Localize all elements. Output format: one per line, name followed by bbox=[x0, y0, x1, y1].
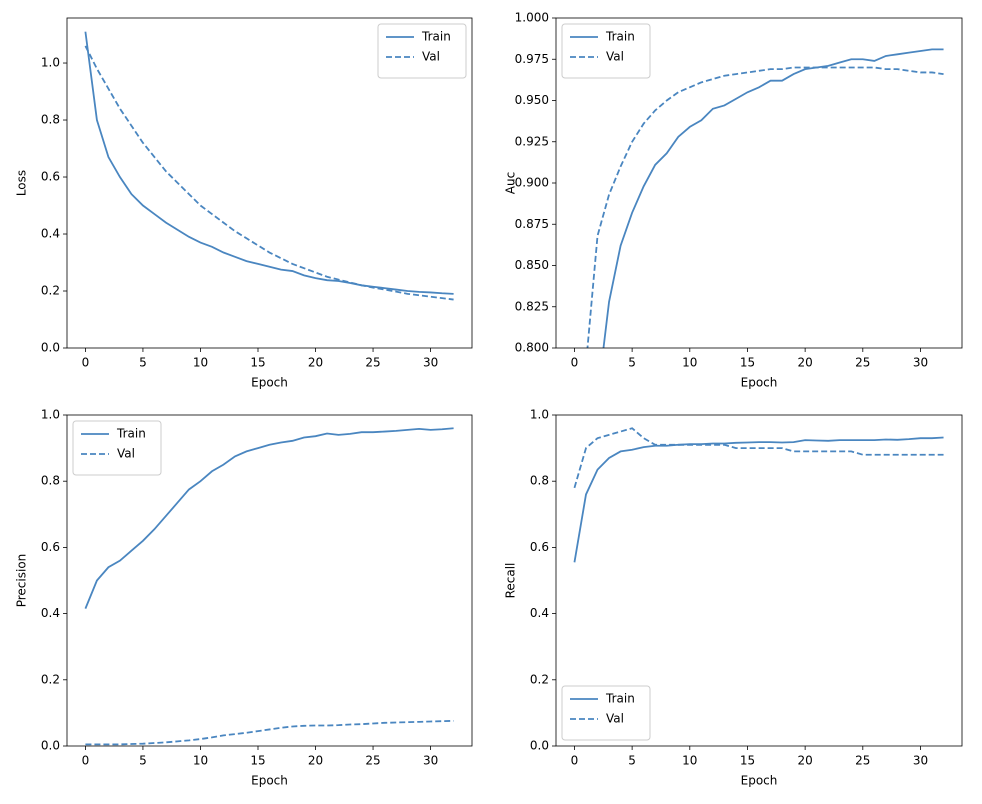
x-tick-label: 5 bbox=[139, 754, 147, 768]
x-tick-label: 5 bbox=[628, 356, 636, 370]
line-series bbox=[84, 45, 454, 301]
y-tick-label: 0.4 bbox=[41, 227, 60, 241]
legend-label: Val bbox=[606, 712, 624, 726]
y-tick-label: 0.8 bbox=[41, 113, 60, 127]
y-tick-label: 0.2 bbox=[41, 284, 60, 298]
line-series bbox=[602, 48, 944, 348]
x-tick-label: 10 bbox=[193, 754, 208, 768]
y-tick-label: 0.975 bbox=[515, 52, 549, 66]
y-tick-label: 0.2 bbox=[41, 672, 60, 686]
x-tick-label: 25 bbox=[365, 356, 380, 370]
y-axis-label: Recall bbox=[504, 563, 518, 599]
legend: Train Val bbox=[561, 685, 651, 741]
x-axis-label: Epoch bbox=[251, 774, 288, 788]
x-tick-label: 0 bbox=[571, 754, 579, 768]
x-tick-label: 5 bbox=[628, 754, 636, 768]
y-tick-label: 0.8 bbox=[530, 474, 549, 488]
legend: Train Val bbox=[561, 23, 651, 79]
y-tick-label: 0.950 bbox=[515, 93, 549, 107]
x-tick-label: 20 bbox=[797, 754, 812, 768]
axes-frame bbox=[555, 414, 963, 747]
x-tick-label: 0 bbox=[571, 356, 579, 370]
x-tick-label: 25 bbox=[855, 754, 870, 768]
line-series bbox=[573, 427, 944, 489]
y-tick-label: 0.900 bbox=[515, 176, 549, 190]
legend: Train Val bbox=[72, 420, 162, 476]
y-tick-label: 0.4 bbox=[41, 606, 60, 620]
x-tick-label: 30 bbox=[423, 754, 438, 768]
x-axis-label: Epoch bbox=[741, 774, 778, 788]
x-axis-label: Epoch bbox=[741, 376, 778, 390]
x-axis-label: Epoch bbox=[251, 376, 288, 390]
y-tick-label: 0.875 bbox=[515, 217, 549, 231]
y-tick-label: 0.2 bbox=[530, 672, 549, 686]
y-tick-label: 0.8 bbox=[41, 474, 60, 488]
y-tick-label: 0.6 bbox=[530, 540, 549, 554]
legend-label: Train bbox=[605, 692, 635, 706]
legend-label: Val bbox=[606, 50, 624, 64]
y-tick-label: 1.0 bbox=[530, 408, 549, 422]
line-series bbox=[573, 436, 944, 563]
line-series bbox=[586, 66, 944, 348]
y-tick-label: 0.825 bbox=[515, 299, 549, 313]
line-series bbox=[85, 719, 454, 746]
x-tick-label: 20 bbox=[308, 356, 323, 370]
x-tick-label: 15 bbox=[250, 754, 265, 768]
y-axis-label: Loss bbox=[15, 170, 29, 196]
y-tick-label: 0.4 bbox=[530, 606, 549, 620]
axes-frame bbox=[555, 17, 963, 349]
y-tick-label: 0.6 bbox=[41, 170, 60, 184]
legend: Train Val bbox=[377, 23, 467, 79]
x-tick-label: 20 bbox=[797, 356, 812, 370]
y-tick-label: 0.6 bbox=[41, 540, 60, 554]
x-tick-label: 20 bbox=[308, 754, 323, 768]
subplot: 0 5 10 15 20 25 30 0.0 0.2 0.4 0.6 0.8 1.0 Epoch Loss T… bbox=[15, 17, 473, 390]
x-tick-label: 10 bbox=[682, 356, 697, 370]
axes-frame bbox=[66, 17, 473, 349]
axes-frame bbox=[66, 414, 473, 747]
x-tick-label: 25 bbox=[855, 356, 870, 370]
legend-label: Val bbox=[422, 50, 440, 64]
y-tick-label: 0.0 bbox=[41, 739, 60, 753]
y-tick-label: 1.000 bbox=[515, 11, 549, 25]
legend-label: Train bbox=[605, 30, 635, 44]
y-axis-label: Auc bbox=[504, 172, 518, 194]
x-tick-label: 25 bbox=[365, 754, 380, 768]
x-tick-label: 30 bbox=[913, 356, 928, 370]
x-tick-label: 30 bbox=[423, 356, 438, 370]
subplot: 0 5 10 15 20 25 30 0.0 0.2 0.4 0.6 0.8 1.0 Epoch Preci… bbox=[15, 408, 473, 788]
y-tick-label: 0.850 bbox=[515, 258, 549, 272]
x-tick-label: 10 bbox=[193, 356, 208, 370]
y-tick-label: 0.925 bbox=[515, 134, 549, 148]
line-series bbox=[84, 427, 454, 609]
subplot: 0 5 10 15 20 25 30 0.0 0.2 0.4 0.6 0.8 1.0 Epoch Recal… bbox=[504, 408, 963, 788]
subplot: 0 5 10 15 20 25 30 0.800 0.825 0.850 0.875 0.900 0.9… bbox=[504, 11, 963, 390]
y-tick-label: 0.0 bbox=[530, 739, 549, 753]
legend-label: Val bbox=[117, 447, 135, 461]
x-tick-label: 30 bbox=[913, 754, 928, 768]
y-tick-label: 1.0 bbox=[41, 408, 60, 422]
y-tick-label: 1.0 bbox=[41, 56, 60, 70]
x-tick-label: 5 bbox=[139, 356, 147, 370]
x-tick-label: 15 bbox=[740, 356, 755, 370]
line-series bbox=[84, 31, 454, 295]
x-tick-label: 15 bbox=[740, 754, 755, 768]
y-tick-label: 0.800 bbox=[515, 341, 549, 355]
x-tick-label: 0 bbox=[82, 754, 90, 768]
y-tick-label: 0.0 bbox=[41, 341, 60, 355]
legend-label: Train bbox=[421, 30, 451, 44]
y-axis-label: Precision bbox=[15, 554, 29, 608]
x-tick-label: 0 bbox=[82, 356, 90, 370]
legend-label: Train bbox=[116, 427, 146, 441]
x-tick-label: 10 bbox=[682, 754, 697, 768]
x-tick-label: 15 bbox=[250, 356, 265, 370]
